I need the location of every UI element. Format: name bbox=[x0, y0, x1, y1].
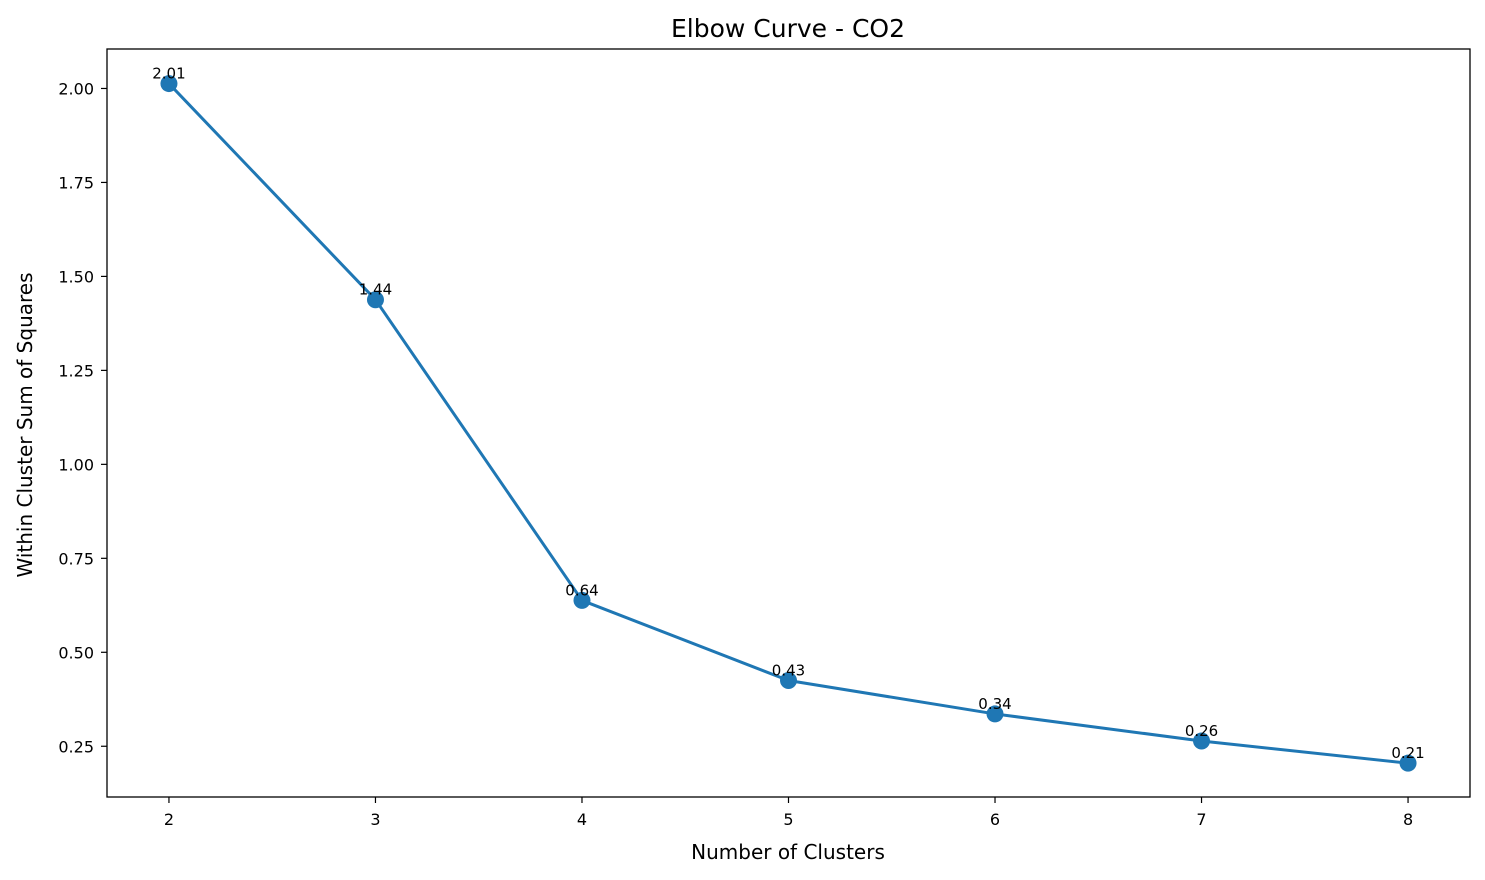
x-tick-label: 4 bbox=[577, 810, 587, 829]
data-label: 0.64 bbox=[565, 581, 598, 599]
y-tick-label: 1.75 bbox=[58, 173, 94, 192]
x-axis: 2 3 4 5 6 7 8 bbox=[164, 797, 1413, 829]
y-tick-label: 1.50 bbox=[58, 267, 94, 286]
data-point bbox=[1193, 732, 1211, 750]
x-tick-label: 7 bbox=[1196, 810, 1206, 829]
y-tick-label: 1.00 bbox=[58, 455, 94, 474]
y-tick-label: 1.25 bbox=[58, 361, 94, 380]
x-tick-label: 8 bbox=[1403, 810, 1413, 829]
data-point bbox=[160, 75, 178, 93]
data-label: 0.21 bbox=[1391, 744, 1424, 762]
y-axis: 0.25 0.50 0.75 1.00 1.25 1.50 1.75 2.00 bbox=[58, 79, 107, 756]
data-label: 2.01 bbox=[152, 65, 185, 83]
data-label: 0.26 bbox=[1185, 722, 1218, 740]
data-points bbox=[160, 75, 1417, 772]
x-axis-label: Number of Clusters bbox=[691, 840, 885, 864]
x-tick-label: 5 bbox=[783, 810, 793, 829]
data-label: 1.44 bbox=[359, 281, 392, 299]
y-tick-label: 2.00 bbox=[58, 79, 94, 98]
y-axis-label: Within Cluster Sum of Squares bbox=[13, 272, 37, 577]
data-point bbox=[1399, 754, 1417, 772]
data-point bbox=[780, 671, 797, 689]
chart-title: Elbow Curve - CO2 bbox=[671, 14, 905, 43]
y-tick-label: 0.75 bbox=[58, 549, 94, 568]
x-tick-label: 3 bbox=[370, 810, 380, 829]
data-labels: 2.01 1.44 0.64 0.43 0.34 0.26 0.21 bbox=[152, 65, 1424, 763]
data-label: 0.34 bbox=[978, 695, 1011, 713]
y-tick-label: 0.25 bbox=[58, 737, 94, 756]
data-point bbox=[573, 591, 591, 609]
y-tick-label: 0.50 bbox=[58, 643, 94, 662]
data-point bbox=[986, 705, 1004, 723]
x-tick-label: 2 bbox=[164, 810, 174, 829]
data-point bbox=[366, 291, 384, 309]
data-label: 0.43 bbox=[772, 661, 805, 679]
x-tick-label: 6 bbox=[990, 810, 1000, 829]
